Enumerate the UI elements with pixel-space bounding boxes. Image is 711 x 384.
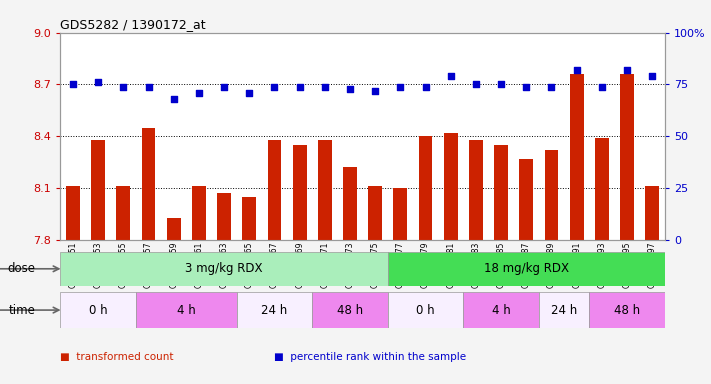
Bar (91, 140, 105, 240)
Bar (419, 136, 432, 240)
Point (92, 79, 104, 86)
Text: 4 h: 4 h (177, 304, 196, 316)
Bar (60, 292, 136, 328)
Point (520, 83, 532, 89)
Bar (267, 140, 282, 240)
Point (193, 90, 205, 96)
Bar (141, 128, 156, 240)
Text: 24 h: 24 h (551, 304, 577, 316)
Bar (545, 150, 558, 240)
Bar (570, 74, 584, 240)
Point (370, 88, 381, 94)
Bar (595, 138, 609, 240)
Bar (237, 292, 312, 328)
Point (596, 83, 607, 89)
Text: 0 h: 0 h (89, 304, 107, 316)
Bar (539, 292, 589, 328)
Point (168, 96, 179, 102)
Point (269, 83, 280, 89)
Text: ■  percentile rank within the sample: ■ percentile rank within the sample (274, 352, 466, 362)
Bar (217, 193, 231, 240)
Bar (167, 218, 181, 240)
Text: dose: dose (8, 262, 36, 275)
Point (445, 73, 456, 79)
Point (496, 81, 507, 88)
Bar (393, 188, 407, 240)
Bar (589, 292, 665, 328)
Bar (117, 187, 130, 240)
Bar (387, 292, 464, 328)
Bar (192, 187, 206, 240)
Point (218, 83, 230, 89)
Point (470, 81, 481, 88)
Bar (519, 159, 533, 240)
Point (395, 83, 406, 89)
Text: 3 mg/kg RDX: 3 mg/kg RDX (186, 262, 263, 275)
Point (420, 83, 432, 89)
Text: 48 h: 48 h (614, 304, 640, 316)
Point (294, 83, 305, 89)
Bar (620, 74, 634, 240)
Bar (293, 145, 306, 240)
Point (571, 67, 582, 73)
Text: 24 h: 24 h (262, 304, 288, 316)
Bar (60, 252, 387, 286)
Bar (646, 187, 659, 240)
Text: time: time (9, 304, 36, 316)
Point (344, 86, 356, 92)
Bar (343, 167, 357, 240)
Point (646, 73, 658, 79)
Bar (494, 145, 508, 240)
Text: 4 h: 4 h (492, 304, 510, 316)
Point (244, 90, 255, 96)
Point (621, 67, 633, 73)
Text: 18 mg/kg RDX: 18 mg/kg RDX (483, 262, 569, 275)
Bar (387, 252, 665, 286)
Point (546, 83, 557, 89)
Point (143, 83, 154, 89)
Point (68, 81, 79, 88)
Point (118, 83, 129, 89)
Bar (318, 140, 332, 240)
Text: ■  transformed count: ■ transformed count (60, 352, 174, 362)
Point (319, 83, 331, 89)
Bar (444, 133, 458, 240)
Bar (136, 292, 237, 328)
Bar (242, 197, 256, 240)
Text: 0 h: 0 h (416, 304, 435, 316)
Bar (368, 187, 382, 240)
Bar (464, 292, 539, 328)
Bar (312, 292, 387, 328)
Text: 48 h: 48 h (337, 304, 363, 316)
Bar (469, 140, 483, 240)
Text: GDS5282 / 1390172_at: GDS5282 / 1390172_at (60, 18, 206, 31)
Bar (66, 187, 80, 240)
